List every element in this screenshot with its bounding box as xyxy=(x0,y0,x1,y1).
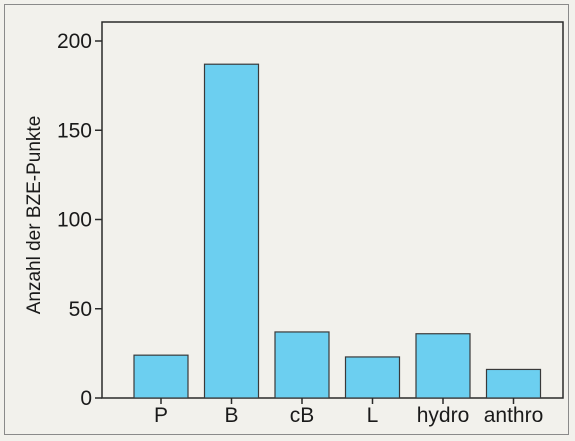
y-tick-label: 150 xyxy=(57,119,92,142)
x-tick-label-B: B xyxy=(224,404,238,427)
y-tick-label: 200 xyxy=(57,30,92,53)
x-tick-label-L: L xyxy=(367,404,379,427)
x-tick-label-hydro: hydro xyxy=(417,404,470,427)
bar-hydro xyxy=(415,333,471,399)
bars xyxy=(133,63,542,399)
y-axis: 0 50 100 150 200 xyxy=(57,30,102,410)
y-tick-label: 50 xyxy=(69,298,92,321)
x-tick-label-P: P xyxy=(154,404,168,427)
bar-B xyxy=(203,63,260,399)
y-tick-label: 100 xyxy=(57,209,92,232)
bar-cB xyxy=(274,331,330,399)
x-tick-label-cB: cB xyxy=(290,404,315,427)
plot-area xyxy=(101,21,564,399)
x-tick-label-anthro: anthro xyxy=(484,404,544,427)
y-axis-label: Anzahl der BZE-Punkte xyxy=(24,116,45,315)
bar-P xyxy=(133,354,189,399)
bar-anthro xyxy=(485,368,542,399)
y-tick-label: 0 xyxy=(80,387,92,410)
bar-L xyxy=(344,356,401,399)
